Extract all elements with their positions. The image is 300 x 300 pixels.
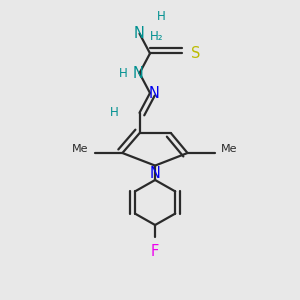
Text: H: H	[157, 10, 166, 23]
Text: F: F	[151, 244, 159, 259]
Text: H₂: H₂	[150, 30, 164, 43]
Text: H: H	[110, 106, 118, 119]
Text: Me: Me	[72, 144, 89, 154]
Text: S: S	[191, 46, 200, 61]
Text: N: N	[134, 26, 144, 41]
Text: H: H	[118, 67, 127, 80]
Text: N: N	[133, 66, 143, 81]
Text: N: N	[150, 166, 160, 181]
Text: Me: Me	[221, 144, 238, 154]
Text: N: N	[149, 85, 160, 100]
